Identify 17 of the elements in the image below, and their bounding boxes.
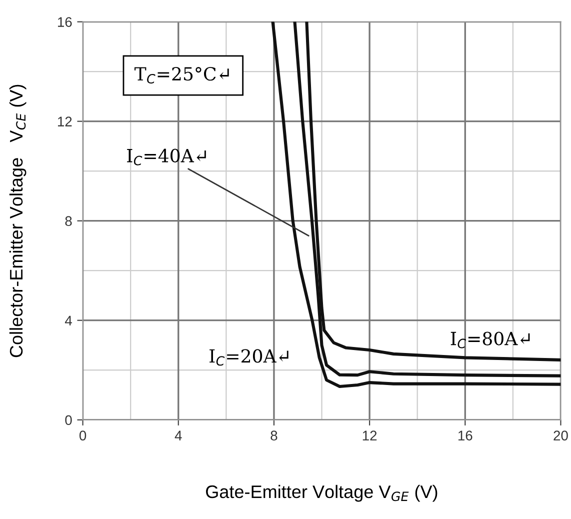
x-tick-label: 16	[458, 430, 472, 440]
y-tick-label: 12	[58, 116, 72, 126]
x-tick-label: 8	[270, 430, 278, 440]
y-tick-label: 8	[65, 216, 72, 226]
x-tick-label: 20	[554, 430, 568, 440]
y-tick-label: 4	[64, 316, 72, 326]
annotation: T$_{C}$=25°C↵	[134, 66, 229, 84]
y-tick-label: 16	[58, 17, 72, 27]
y-tick-label: 0	[65, 415, 72, 426]
x-tick-label: 12	[362, 430, 377, 440]
x-axis-title: Gate-Emitter Voltage V$_{GE}$ (V)	[206, 484, 438, 502]
annotation: I$_{C}$=80A↵	[450, 332, 530, 348]
x-tick-label: 0	[79, 430, 86, 440]
annotation: I$_{C}$=40A↵	[127, 148, 206, 166]
x-tick-label: 4	[174, 430, 182, 440]
y-axis-title: Collector-Emitter Voltage V$_{CE}$ (V)	[9, 84, 26, 358]
annotation: I$_{C}$=20A↵	[210, 349, 288, 366]
